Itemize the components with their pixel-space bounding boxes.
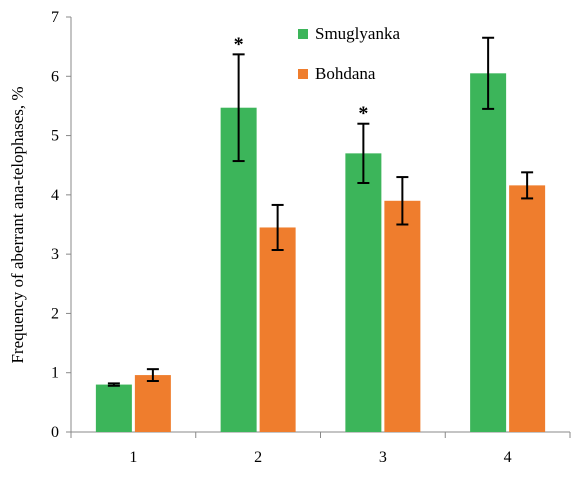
y-tick-label: 3 [51,246,59,263]
x-tick-label: 3 [379,449,387,466]
y-tick-label: 2 [51,305,59,322]
legend: Smuglyanka Bohdana [298,24,400,83]
y-tick-label: 1 [51,365,59,382]
x-tick-label: 4 [504,449,512,466]
bar-smuglyanka [470,73,507,433]
bars-group [95,73,546,433]
bar-bohdana [509,185,546,432]
y-axis-title: Frequency of aberrant ana-telophases, % [8,86,27,363]
y-tick-label: 7 [51,9,59,26]
significance-marker: * [234,33,244,55]
bar-smuglyanka [345,153,382,432]
y-tick-label: 0 [51,424,59,441]
legend-label-bohdana: Bohdana [315,64,376,83]
x-tick-label: 2 [254,449,262,466]
significance-markers-group: ** [234,33,369,124]
y-tick-label: 6 [51,68,59,85]
y-tick-label: 5 [51,128,59,145]
y-tick-label: 4 [51,187,59,204]
legend-label-smuglyanka: Smuglyanka [315,24,400,43]
bar-smuglyanka [95,384,132,432]
bar-bohdana [134,375,171,432]
legend-swatch-smuglyanka [298,29,308,39]
x-tick-label: 1 [129,449,137,466]
significance-marker: * [358,103,368,125]
bar-bohdana [384,200,421,432]
error-bars-group [107,36,534,387]
legend-swatch-bohdana [298,69,308,79]
bar-bohdana [259,227,296,432]
